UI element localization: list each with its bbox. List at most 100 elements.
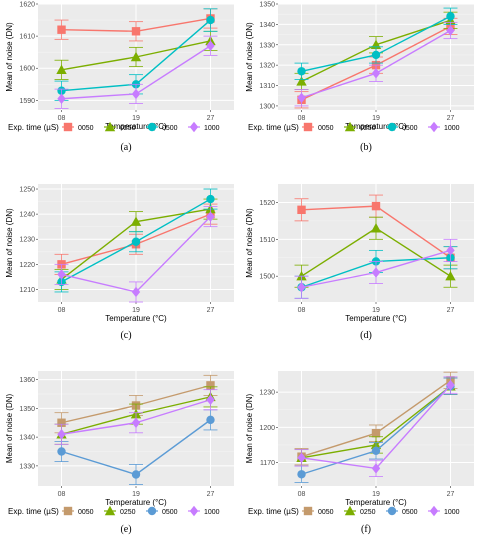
legend-key-marker: [63, 122, 73, 132]
y-tick-label: 1600: [19, 66, 35, 73]
legend-title: Exp. time (µS): [8, 123, 59, 132]
chart-panel-a: 1590 1600 1610 1620 08 19 27 Temperature (°C) Me…: [5, 2, 234, 153]
data-point: [56, 64, 67, 75]
data-point: [131, 417, 141, 428]
data-point: [206, 194, 215, 204]
data-point: [57, 269, 66, 280]
data-point: [371, 68, 381, 79]
y-tick-label: 1340: [259, 22, 275, 29]
data-point: [297, 92, 306, 103]
legend-entry: 1000: [444, 509, 460, 516]
y-axis-label: Mean of noise (DN): [245, 393, 254, 463]
data-point: [446, 12, 455, 21]
y-tick-label: 1590: [19, 98, 35, 105]
y-tick-label: 1240: [19, 212, 35, 219]
legend-entry: 0250: [120, 125, 136, 132]
legend-entry: 0250: [360, 125, 376, 132]
data-point: [297, 452, 306, 464]
x-tick-label: 27: [447, 115, 455, 122]
series-0250: [294, 216, 458, 288]
data-point: [57, 25, 66, 34]
y-tick-label: 1350: [19, 406, 35, 413]
y-tick-label: 1170: [260, 460, 275, 467]
x-tick-label: 08: [58, 491, 66, 498]
legend-key-marker: [303, 122, 313, 132]
x-tick-label: 19: [372, 491, 380, 498]
legend-title: Exp. time (µS): [8, 507, 59, 516]
data-point: [371, 201, 381, 211]
y-tick-label: 1510: [259, 237, 275, 244]
y-axis-label: Mean of noise (DN): [245, 22, 254, 92]
data-point: [297, 205, 306, 215]
legend-key-marker: [147, 122, 157, 132]
y-axis-label: Mean of noise (DN): [245, 208, 254, 278]
x-tick-label: 19: [132, 115, 140, 122]
series-1000: [294, 376, 458, 478]
data-point: [297, 470, 306, 479]
x-tick-label: 27: [447, 307, 455, 314]
series-0500: [54, 409, 218, 485]
y-axis-label: Mean of noise (DN): [5, 22, 14, 92]
x-tick-label: 08: [298, 491, 306, 498]
data-point: [130, 216, 142, 226]
legend-entry: 0500: [402, 509, 418, 516]
y-tick-label: 1520: [259, 200, 275, 207]
data-point: [206, 15, 215, 25]
x-tick-label: 27: [207, 307, 215, 314]
y-tick-label: 1210: [19, 287, 35, 294]
x-tick-label: 27: [207, 115, 215, 122]
data-point: [446, 379, 455, 391]
legend-entry: 0500: [162, 125, 178, 132]
x-axis-label: Temperature (°C): [345, 314, 407, 323]
y-tick-label: 1330: [259, 42, 275, 49]
panel-caption: (c): [120, 330, 131, 341]
x-tick-label: 19: [132, 307, 140, 314]
legend-entry: 0250: [360, 509, 376, 516]
y-tick-label: 1500: [259, 274, 275, 281]
chart-panel-c: 1210 1220 1230 1240 1250 08 19 27 Temperature (°…: [5, 184, 234, 341]
legend-entry: 0050: [318, 125, 334, 132]
y-tick-label: 1360: [19, 377, 35, 384]
legend-entry: 1000: [444, 125, 460, 132]
y-tick-label: 1340: [19, 435, 35, 442]
legend-key-marker: [387, 122, 397, 132]
data-point: [131, 286, 141, 298]
legend-key-marker: [147, 506, 157, 516]
x-tick-label: 08: [58, 307, 66, 314]
legend-key-marker: [189, 505, 199, 517]
series-1000: [54, 389, 218, 445]
legend-key-marker: [344, 121, 356, 132]
legend-key-marker: [63, 506, 73, 516]
x-tick-label: 08: [298, 115, 306, 122]
legend-key-marker: [387, 506, 397, 516]
legend-key-marker: [303, 506, 313, 516]
data-point: [371, 50, 381, 60]
data-point: [296, 270, 307, 281]
data-point: [206, 394, 215, 405]
y-tick-label: 1350: [259, 2, 275, 9]
legend-entry: 0500: [402, 125, 418, 132]
panel-caption: (a): [120, 142, 131, 153]
x-tick-label: 27: [207, 491, 215, 498]
legend-row-1-right: Exp. time (µS) 0050 0250 0500 1000: [248, 121, 460, 133]
data-point: [297, 67, 306, 76]
legend-entry: 0500: [162, 509, 178, 516]
legend-entry: 0250: [120, 509, 136, 516]
chart-panel-b: 1300 1310 1320 1330 1340 1350 08 19 27 Temperatur…: [245, 2, 474, 153]
data-point: [57, 93, 66, 104]
series-0500: [294, 377, 458, 483]
y-tick-label: 1250: [19, 187, 35, 194]
legend-row-3-right: Exp. time (µS) 0050 0250 0500 1000: [248, 505, 460, 517]
legend-key-marker: [429, 121, 439, 133]
x-axis-label: Temperature (°C): [105, 314, 167, 323]
data-point: [131, 470, 141, 479]
legend-title: Exp. time (µS): [248, 123, 299, 132]
y-tick-label: 1620: [19, 2, 35, 9]
series-1000: [54, 35, 218, 109]
data-point: [57, 418, 66, 427]
data-point: [371, 267, 381, 278]
panel-caption: (e): [120, 524, 131, 535]
panel-caption: (f): [361, 524, 371, 535]
y-tick-label: 1230: [19, 237, 35, 244]
